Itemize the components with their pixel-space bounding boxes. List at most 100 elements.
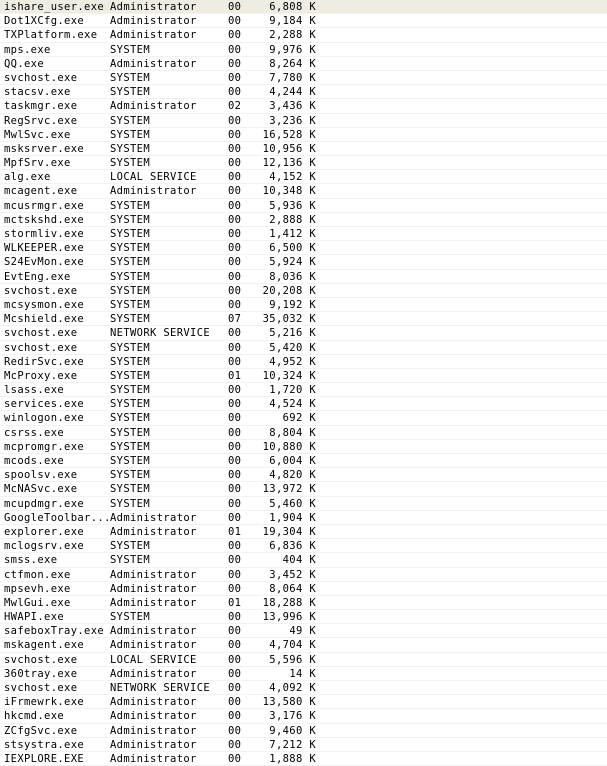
table-row[interactable]: ZCfgSvc.exe Administrator 00 9,460 K bbox=[0, 723, 607, 738]
table-row[interactable]: Mcshield.exe SYSTEM 07 35,032 K bbox=[0, 312, 607, 327]
table-row[interactable]: TXPlatform.exe Administrator 00 2,288 K bbox=[0, 28, 607, 43]
table-row[interactable]: mps.exe SYSTEM 00 9,976 K bbox=[0, 42, 607, 57]
cell-mem-usage: 9,976 K bbox=[269, 43, 316, 56]
table-row[interactable]: winlogon.exe SYSTEM 00 692 K bbox=[0, 411, 607, 426]
table-row[interactable]: MwlSvc.exe SYSTEM 00 16,528 K bbox=[0, 127, 607, 142]
table-row[interactable]: HWAPI.exe SYSTEM 00 13,996 K bbox=[0, 610, 607, 625]
table-row[interactable]: svchost.exe NETWORK SERVICE 00 5,216 K bbox=[0, 326, 607, 341]
table-row[interactable]: MwlGui.exe Administrator 01 18,288 K bbox=[0, 595, 607, 611]
table-row[interactable]: MpfSrv.exe SYSTEM 00 12,136 K bbox=[0, 156, 607, 171]
cell-user-name: SYSTEM bbox=[110, 213, 151, 226]
cell-mem-usage: 3,176 K bbox=[269, 710, 316, 723]
table-row[interactable]: mclogsrv.exe SYSTEM 00 6,836 K bbox=[0, 539, 607, 554]
table-row[interactable]: McProxy.exe SYSTEM 01 10,324 K bbox=[0, 368, 607, 384]
table-row[interactable]: csrss.exe SYSTEM 00 8,804 K bbox=[0, 425, 607, 440]
cell-mem-usage: 4,152 K bbox=[269, 171, 316, 184]
cell-user-name: SYSTEM bbox=[110, 157, 151, 170]
table-row[interactable]: lsass.exe SYSTEM 00 1,720 K bbox=[0, 383, 607, 398]
cell-mem-usage: 13,580 K bbox=[262, 696, 316, 709]
table-row[interactable]: McNASvc.exe SYSTEM 00 13,972 K bbox=[0, 482, 607, 497]
table-row[interactable]: QQ.exe Administrator 00 8,264 K bbox=[0, 56, 607, 71]
cell-cpu: 01 bbox=[228, 525, 242, 538]
table-row[interactable]: mcupdmgr.exe SYSTEM 00 5,460 K bbox=[0, 496, 607, 511]
table-row[interactable]: svchost.exe SYSTEM 00 5,420 K bbox=[0, 340, 607, 355]
table-row[interactable]: mpsevh.exe Administrator 00 8,064 K bbox=[0, 581, 607, 596]
cell-cpu: 00 bbox=[228, 710, 242, 723]
table-row[interactable]: IEXPLORE.EXE Administrator 00 1,888 K bbox=[0, 751, 607, 766]
cell-user-name: SYSTEM bbox=[110, 114, 151, 127]
cell-cpu: 00 bbox=[228, 43, 242, 56]
cell-mem-usage: 7,780 K bbox=[269, 71, 316, 84]
cell-mem-usage: 10,880 K bbox=[262, 440, 316, 453]
cell-mem-usage: 8,064 K bbox=[269, 582, 316, 595]
table-row[interactable]: safeboxTray.exe Administrator 00 49 K bbox=[0, 624, 607, 639]
table-row[interactable]: svchost.exe SYSTEM 00 7,780 K bbox=[0, 70, 607, 86]
table-row[interactable]: explorer.exe Administrator 01 19,304 K bbox=[0, 524, 607, 540]
cell-user-name: SYSTEM bbox=[110, 611, 151, 624]
table-row[interactable]: stormliv.exe SYSTEM 00 1,412 K bbox=[0, 227, 607, 242]
cell-mem-usage: 8,036 K bbox=[269, 270, 316, 283]
cell-mem-usage: 6,500 K bbox=[269, 242, 316, 255]
table-row[interactable]: taskmgr.exe Administrator 02 3,436 K bbox=[0, 99, 607, 114]
cell-image-name: spoolsv.exe bbox=[4, 469, 78, 482]
table-row[interactable]: mctskshd.exe SYSTEM 00 2,888 K bbox=[0, 212, 607, 227]
cell-image-name: RedirSvc.exe bbox=[4, 355, 85, 368]
cell-cpu: 00 bbox=[228, 142, 242, 155]
table-row[interactable]: svchost.exe NETWORK SERVICE 00 4,092 K bbox=[0, 681, 607, 696]
cell-user-name: SYSTEM bbox=[110, 128, 151, 141]
cell-cpu: 00 bbox=[228, 57, 242, 70]
table-row[interactable]: mcpromgr.exe SYSTEM 00 10,880 K bbox=[0, 439, 607, 454]
table-row[interactable]: msksrver.exe SYSTEM 00 10,956 K bbox=[0, 141, 607, 157]
table-row[interactable]: S24EvMon.exe SYSTEM 00 5,924 K bbox=[0, 255, 607, 270]
table-row[interactable]: mcusrmgr.exe SYSTEM 00 5,936 K bbox=[0, 198, 607, 213]
cell-user-name: SYSTEM bbox=[110, 369, 151, 382]
cell-cpu: 00 bbox=[228, 554, 242, 567]
cell-cpu: 00 bbox=[228, 256, 242, 269]
cell-cpu: 07 bbox=[228, 313, 242, 326]
cell-mem-usage: 1,720 K bbox=[269, 384, 316, 397]
table-row[interactable]: stsystra.exe Administrator 00 7,212 K bbox=[0, 737, 607, 752]
cell-mem-usage: 18,288 K bbox=[262, 596, 316, 609]
table-row[interactable]: EvtEng.exe SYSTEM 00 8,036 K bbox=[0, 269, 607, 284]
table-row[interactable]: WLKEEPER.exe SYSTEM 00 6,500 K bbox=[0, 241, 607, 256]
table-row[interactable]: mcagent.exe Administrator 00 10,348 K bbox=[0, 184, 607, 199]
table-row[interactable]: ctfmon.exe Administrator 00 3,452 K bbox=[0, 567, 607, 582]
table-row[interactable]: mcsysmon.exe SYSTEM 00 9,192 K bbox=[0, 297, 607, 313]
cell-user-name: Administrator bbox=[110, 29, 197, 42]
cell-mem-usage: 8,804 K bbox=[269, 426, 316, 439]
cell-user-name: SYSTEM bbox=[110, 440, 151, 453]
table-row[interactable]: alg.exe LOCAL SERVICE 00 4,152 K bbox=[0, 170, 607, 185]
table-row[interactable]: mskagent.exe Administrator 00 4,704 K bbox=[0, 638, 607, 653]
cell-cpu: 00 bbox=[228, 426, 242, 439]
table-row[interactable]: GoogleToolbar... Administrator 00 1,904 K bbox=[0, 510, 607, 525]
cell-user-name: Administrator bbox=[110, 639, 197, 652]
table-row[interactable]: RegSrvc.exe SYSTEM 00 3,236 K bbox=[0, 113, 607, 128]
table-row[interactable]: Dot1XCfg.exe Administrator 00 9,184 K bbox=[0, 14, 607, 29]
table-row[interactable]: mcods.exe SYSTEM 00 6,004 K bbox=[0, 454, 607, 469]
cell-user-name: Administrator bbox=[110, 100, 197, 113]
table-row[interactable]: stacsv.exe SYSTEM 00 4,244 K bbox=[0, 85, 607, 100]
cell-user-name: SYSTEM bbox=[110, 412, 151, 425]
cell-cpu: 00 bbox=[228, 653, 242, 666]
table-row[interactable]: hkcmd.exe Administrator 00 3,176 K bbox=[0, 709, 607, 724]
cell-user-name: Administrator bbox=[110, 511, 197, 524]
cell-user-name: SYSTEM bbox=[110, 426, 151, 439]
table-row[interactable]: 360tray.exe Administrator 00 14 K bbox=[0, 666, 607, 681]
cell-mem-usage: 4,820 K bbox=[269, 469, 316, 482]
cell-image-name: Mcshield.exe bbox=[4, 313, 85, 326]
cell-mem-usage: 16,528 K bbox=[262, 128, 316, 141]
cell-user-name: Administrator bbox=[110, 667, 197, 680]
table-row[interactable]: ishare_user.exe Administrator 00 6,808 K bbox=[0, 0, 607, 15]
table-row[interactable]: svchost.exe SYSTEM 00 20,208 K bbox=[0, 283, 607, 298]
cell-user-name: Administrator bbox=[110, 724, 197, 737]
table-row[interactable]: svchost.exe LOCAL SERVICE 00 5,596 K bbox=[0, 652, 607, 667]
table-row[interactable]: iFrmewrk.exe Administrator 00 13,580 K bbox=[0, 695, 607, 710]
cell-cpu: 00 bbox=[228, 228, 242, 240]
table-row[interactable]: smss.exe SYSTEM 00 404 K bbox=[0, 553, 607, 568]
table-row[interactable]: spoolsv.exe SYSTEM 00 4,820 K bbox=[0, 468, 607, 483]
cell-image-name: winlogon.exe bbox=[4, 412, 85, 425]
table-row[interactable]: services.exe SYSTEM 00 4,524 K bbox=[0, 397, 607, 412]
cell-cpu: 00 bbox=[228, 384, 242, 397]
table-row[interactable]: RedirSvc.exe SYSTEM 00 4,952 K bbox=[0, 354, 607, 369]
